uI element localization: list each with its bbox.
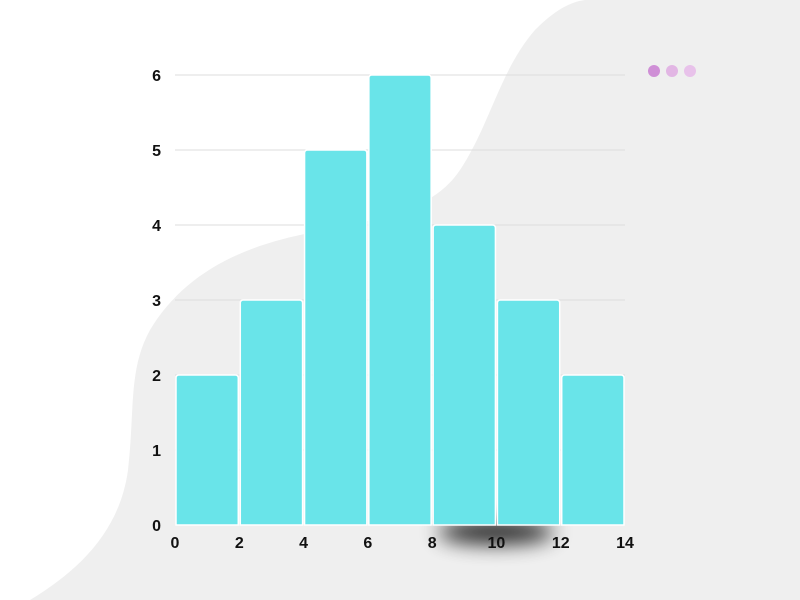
y-tick-label: 1 (152, 443, 161, 460)
bar (368, 74, 432, 526)
bar (175, 374, 240, 526)
y-axis-ticks: 0 1 2 3 4 5 6 (152, 68, 161, 535)
x-tick-label: 10 (488, 535, 506, 552)
bar-rect (303, 149, 368, 526)
x-tick-label: 0 (171, 535, 180, 552)
y-tick-label: 5 (152, 143, 161, 160)
x-tick-label: 12 (552, 535, 570, 552)
bar-rect (239, 299, 304, 526)
x-tick-label: 6 (363, 535, 372, 552)
x-tick-label: 14 (616, 535, 634, 552)
x-axis-ticks: 0 2 4 6 8 10 12 14 (171, 535, 634, 552)
x-tick-label: 2 (235, 535, 244, 552)
x-tick-label: 8 (428, 535, 437, 552)
dot-icon (648, 65, 660, 77)
y-tick-label: 0 (152, 518, 161, 535)
bars (175, 74, 625, 526)
bar (496, 299, 561, 526)
bar-rect (432, 224, 497, 526)
y-tick-label: 2 (152, 368, 161, 385)
bar (239, 299, 304, 526)
bar-rect (175, 374, 240, 526)
x-tick-label: 4 (299, 535, 308, 552)
y-tick-label: 4 (152, 218, 161, 235)
bar-rect (368, 74, 432, 526)
bar (560, 374, 625, 526)
bar-rect (560, 374, 625, 526)
bar (303, 149, 368, 526)
window-dots (648, 65, 696, 77)
y-tick-label: 3 (152, 293, 161, 310)
dot-icon (666, 65, 678, 77)
bar-rect (496, 299, 561, 526)
y-tick-label: 6 (152, 68, 161, 85)
bar-shadow (438, 520, 554, 544)
bar (432, 224, 497, 526)
dot-icon (684, 65, 696, 77)
